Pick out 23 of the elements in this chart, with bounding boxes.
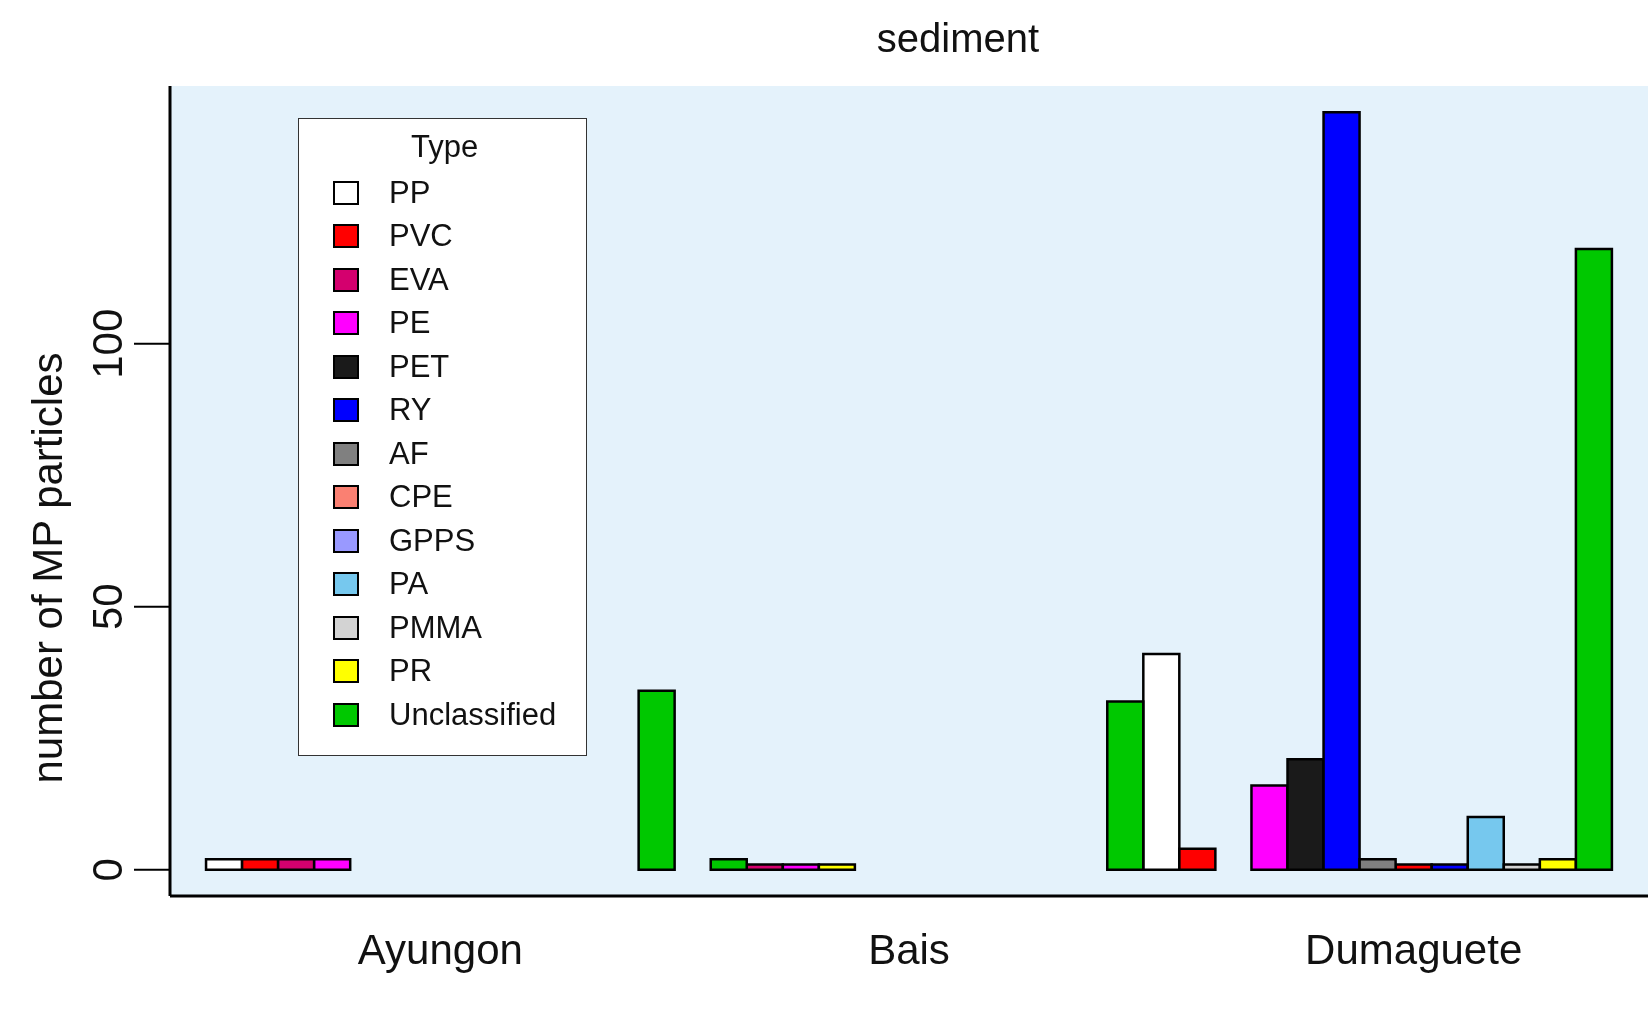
legend-label: GPPS xyxy=(389,522,476,559)
legend-label: PET xyxy=(389,348,450,385)
legend-label: PMMA xyxy=(389,609,482,646)
legend-label: PP xyxy=(389,174,431,211)
x-tick-label: Dumaguete xyxy=(1305,925,1523,973)
chart-title: sediment xyxy=(875,16,1041,61)
y-tick-label: 50 xyxy=(84,583,131,631)
legend-label: PE xyxy=(389,305,431,342)
legend-label: EVA xyxy=(389,261,449,298)
legend-label: AF xyxy=(389,435,429,472)
legend-label: RY xyxy=(389,392,432,429)
legend-label: Unclassified xyxy=(389,696,557,733)
legend-title: Type xyxy=(409,129,480,165)
bar xyxy=(637,689,676,871)
legend-label: PR xyxy=(389,653,433,690)
x-tick-label: Ayungon xyxy=(357,925,523,973)
legend-label: CPE xyxy=(389,479,453,516)
legend-label: PVC xyxy=(389,218,453,255)
y-axis-title: number of MP particles xyxy=(24,352,72,784)
y-tick-label: 100 xyxy=(84,308,131,379)
y-tick-label: 0 xyxy=(84,858,131,882)
x-tick-label: Bais xyxy=(868,925,950,973)
legend-label: PA xyxy=(389,566,429,603)
